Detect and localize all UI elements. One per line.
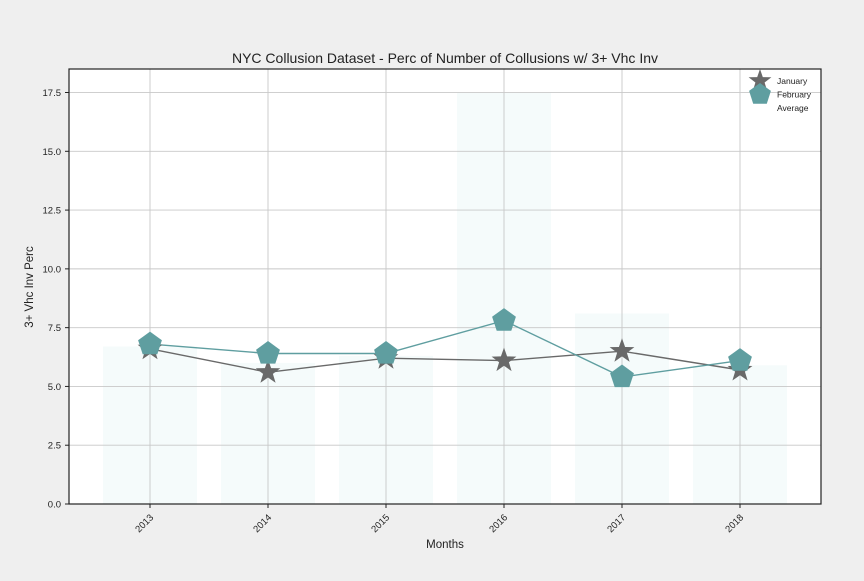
series-lines (149, 319, 741, 378)
x-axis-label: Months (426, 539, 464, 551)
february-marker (728, 348, 752, 371)
january-line (149, 348, 741, 374)
february-marker (256, 341, 280, 364)
y-axis-label: 3+ Vhc Inv Perc (24, 246, 36, 328)
february-marker (138, 331, 162, 355)
y-axis-ticks: 0.0 2.5 5.0 7.5 10.0 12.5 15.0 17.5 (43, 88, 69, 511)
y-tick-label: 5.0 (48, 382, 61, 393)
y-tick-label: 10.0 (43, 264, 62, 275)
february-line (149, 319, 741, 378)
legend-label: January (777, 76, 808, 86)
february-marker (610, 364, 634, 388)
legend-label: Average (777, 103, 809, 113)
legend-pentagon-icon (749, 83, 771, 104)
y-tick-label: 7.5 (48, 323, 61, 334)
january-marker (255, 359, 281, 383)
y-tick-label: 2.5 (48, 441, 61, 452)
february-marker (374, 341, 398, 364)
plot-frame (68, 68, 822, 505)
legend-star-icon (748, 69, 772, 91)
legend: January February Average (748, 69, 812, 113)
chart-title: NYC Collusion Dataset - Perc of Number o… (232, 50, 658, 66)
january-marker (609, 338, 635, 362)
y-tick-label: 17.5 (43, 88, 62, 99)
legend-label: February (777, 90, 812, 100)
january-marker (491, 347, 517, 372)
y-tick-label: 0.0 (48, 500, 61, 511)
series-markers (137, 308, 753, 388)
february-marker (492, 308, 516, 331)
y-tick-label: 12.5 (43, 206, 62, 217)
y-tick-label: 15.0 (43, 147, 62, 158)
